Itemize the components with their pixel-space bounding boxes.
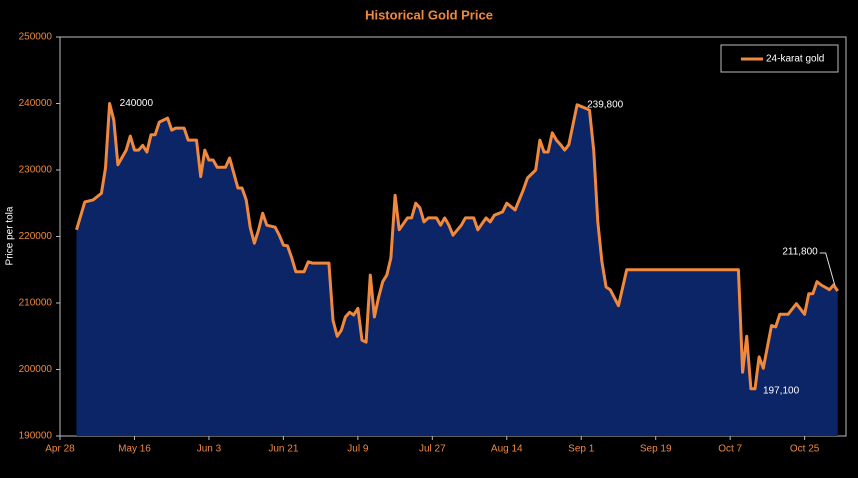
x-tick-label: Jun 3 (197, 444, 222, 455)
x-tick-label: Jul 9 (347, 444, 369, 455)
y-axis-label: Price per tola (5, 206, 16, 265)
area (76, 103, 838, 436)
x-tick-label: Jul 27 (419, 444, 446, 455)
x-tick-label: May 16 (118, 444, 151, 455)
leader-line (819, 252, 836, 286)
y-tick-label: 230000 (19, 165, 53, 176)
x-tick-label: Apr 28 (45, 444, 75, 455)
x-tick-label: Jun 21 (268, 444, 298, 455)
data-label: 240000 (120, 98, 154, 109)
y-tick-label: 200000 (19, 364, 53, 375)
x-tick-label: Oct 7 (718, 444, 742, 455)
legend-label: 24-karat gold (766, 54, 824, 65)
chart-title: Historical Gold Price (365, 7, 493, 22)
data-label: 211,800 (782, 247, 818, 258)
line (75, 102, 839, 391)
legend-box (720, 44, 839, 73)
x-tick-label: Sep 19 (640, 444, 672, 455)
y-tick-label: 220000 (19, 231, 53, 242)
x-tick-label: Oct 25 (790, 444, 820, 455)
y-tick-label: 240000 (19, 98, 53, 109)
x-tick-label: Aug 14 (491, 444, 523, 455)
data-label: 197,100 (763, 385, 800, 396)
y-tick-label: 210000 (19, 298, 53, 309)
y-tick-label: 190000 (19, 431, 53, 442)
y-tick-label: 250000 (19, 32, 53, 43)
x-tick-label: Sep 1 (568, 444, 595, 455)
data-label: 239,800 (587, 99, 624, 110)
